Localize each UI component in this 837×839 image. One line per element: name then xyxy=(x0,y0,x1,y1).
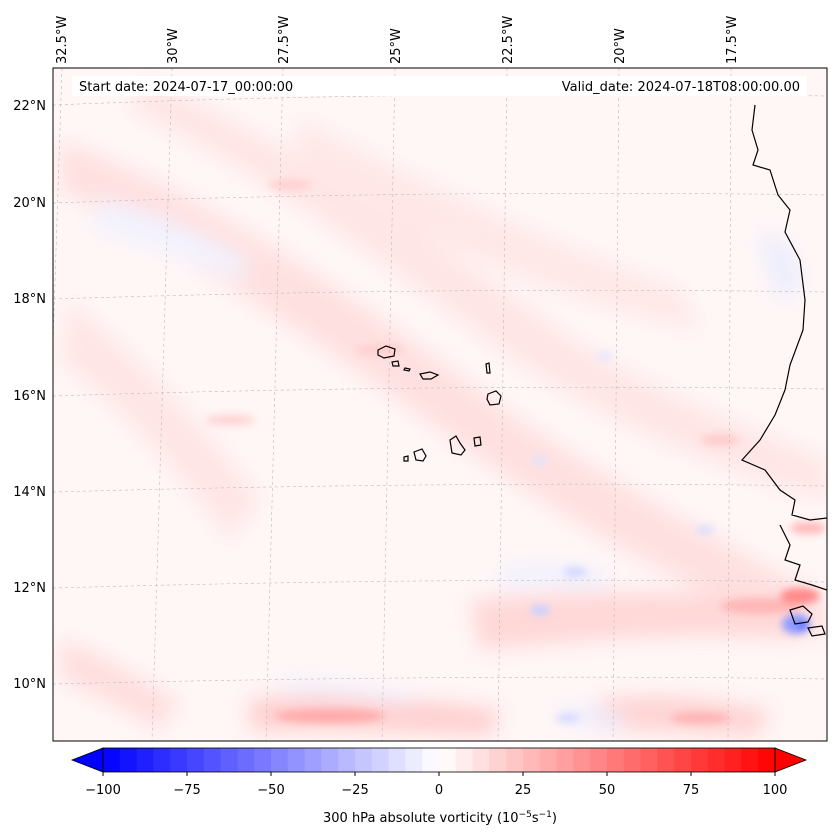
colorbar-tick-label: −100 xyxy=(85,783,121,798)
colorbar-ticks: −100 −75 −50 −25 0 25 50 75 100 xyxy=(85,772,787,798)
colorbar: −100 −75 −50 −25 0 25 50 75 100 300 hPa absolute… xyxy=(70,747,808,826)
lat-label: 16°N xyxy=(13,389,46,404)
colorbar-cell xyxy=(119,748,137,772)
colorbar-cell xyxy=(203,748,221,772)
lat-label: 18°N xyxy=(13,292,46,307)
colorbar-cell xyxy=(556,748,574,772)
colorbar-cell xyxy=(103,748,121,772)
colorbar-cell xyxy=(338,748,356,772)
colorbar-cell xyxy=(724,748,742,772)
colorbar-cell xyxy=(422,748,440,772)
latitude-labels: 22°N 20°N 18°N 16°N 14°N 12°N 10°N xyxy=(13,99,46,692)
colorbar-cell xyxy=(590,748,608,772)
colorbar-cell xyxy=(758,748,776,772)
colorbar-cell xyxy=(187,748,205,772)
lon-label: 30°W xyxy=(166,28,181,64)
colorbar-cell xyxy=(355,748,373,772)
lon-label: 32.5°W xyxy=(55,16,70,64)
lat-label: 14°N xyxy=(13,485,46,500)
colorbar-cell xyxy=(523,748,541,772)
colorbar-cell xyxy=(640,748,658,772)
colorbar-cell xyxy=(455,748,473,772)
colorbar-cell xyxy=(254,748,272,772)
colorbar-cell xyxy=(220,748,238,772)
colorbar-cell xyxy=(287,748,305,772)
colorbar-tick-label: −25 xyxy=(341,783,368,798)
colorbar-cell xyxy=(623,748,641,772)
lat-label: 22°N xyxy=(13,99,46,114)
lat-label: 10°N xyxy=(13,677,46,692)
colorbar-cell xyxy=(607,748,625,772)
date-banner: Start date: 2024-07-17_00:00:00 Valid_da… xyxy=(72,76,807,96)
colorbar-cell xyxy=(405,748,423,772)
colorbar-cell xyxy=(539,748,557,772)
colorbar-cell xyxy=(707,748,725,772)
colorbar-cell xyxy=(237,748,255,772)
colorbar-tick-label: 50 xyxy=(599,783,616,798)
colorbar-tick-label: 25 xyxy=(515,783,532,798)
lat-label: 20°N xyxy=(13,196,46,211)
lon-label: 27.5°W xyxy=(277,16,292,64)
valid-date-label: Valid_date: 2024-07-18T08:00:00.00 xyxy=(562,80,800,95)
cape-verde-islands xyxy=(377,345,502,462)
colorbar-cells xyxy=(103,748,776,772)
colorbar-cell xyxy=(489,748,507,772)
colorbar-cell xyxy=(741,748,759,772)
colorbar-tick-label: 0 xyxy=(435,783,443,798)
colorbar-cell xyxy=(321,748,339,772)
colorbar-extend-max xyxy=(774,747,808,773)
lon-label: 17.5°W xyxy=(725,16,740,64)
longitude-labels: 32.5°W 30°W 27.5°W 25°W 22.5°W 20°W 17.5… xyxy=(55,16,740,64)
map-panel xyxy=(52,67,828,742)
colorbar-cell xyxy=(691,748,709,772)
colorbar-label: 300 hPa absolute vorticity (10−5s−1) xyxy=(323,810,557,826)
colorbar-tick-label: 100 xyxy=(763,783,788,798)
start-date-label: Start date: 2024-07-17_00:00:00 xyxy=(79,80,293,95)
colorbar-cell xyxy=(170,748,188,772)
colorbar-tick-label: 75 xyxy=(683,783,700,798)
colorbar-cell xyxy=(573,748,591,772)
colorbar-cell xyxy=(674,748,692,772)
lon-label: 25°W xyxy=(389,28,404,64)
colorbar-cell xyxy=(153,748,171,772)
colorbar-cell xyxy=(271,748,289,772)
colorbar-cell xyxy=(657,748,675,772)
colorbar-cell xyxy=(136,748,154,772)
vorticity-field xyxy=(53,68,827,741)
lat-label: 12°N xyxy=(13,581,46,596)
colorbar-cell xyxy=(388,748,406,772)
colorbar-cell xyxy=(439,748,457,772)
lon-label: 20°W xyxy=(613,28,628,64)
colorbar-cell xyxy=(371,748,389,772)
lon-label: 22.5°W xyxy=(501,16,516,64)
coastline xyxy=(740,104,827,637)
colorbar-cell xyxy=(472,748,490,772)
colorbar-cell xyxy=(304,748,322,772)
colorbar-extend-min xyxy=(70,747,104,773)
colorbar-cell xyxy=(506,748,524,772)
colorbar-tick-label: −50 xyxy=(257,783,284,798)
colorbar-tick-label: −75 xyxy=(173,783,200,798)
